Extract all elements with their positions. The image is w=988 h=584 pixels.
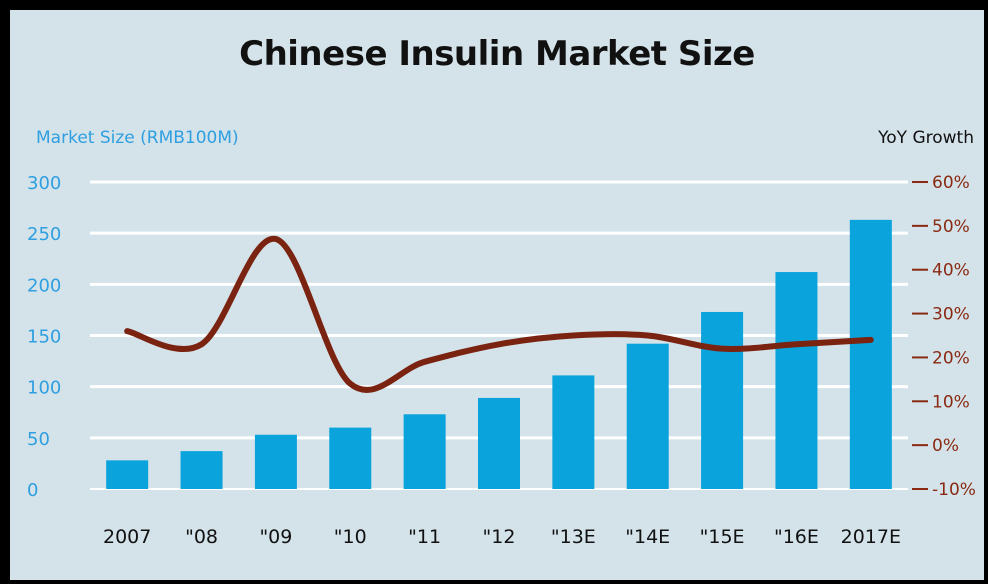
left-tick-label: 50: [27, 429, 50, 450]
left-tick-label: 300: [27, 173, 61, 194]
bar: [329, 427, 372, 489]
x-tick-label: "08: [185, 526, 218, 548]
growth-line: [124, 235, 874, 393]
chart-frame: Chinese Insulin Market Size Market Size …: [10, 10, 984, 580]
bar: [403, 414, 446, 489]
x-tick-label: "14E: [625, 526, 670, 548]
right-tick-label: 30%: [932, 305, 970, 325]
x-tick-label: 2007: [103, 526, 151, 548]
right-tick-label: -10%: [932, 480, 976, 500]
left-tick-label: 250: [27, 224, 61, 245]
right-tick-label: 40%: [932, 261, 970, 281]
right-axis-label: YoY Growth: [878, 128, 974, 148]
x-tick-label: 2017E: [841, 526, 901, 548]
bar: [849, 219, 892, 489]
left-tick-label: 100: [27, 378, 61, 399]
bar: [106, 460, 149, 489]
chart-plot: 0 50 100 150 200 250 300 -10% 0% 10% 20% 30% 40% 50% 6…: [27, 173, 976, 548]
bar: [552, 375, 595, 489]
x-tick-label: "10: [334, 526, 367, 548]
x-tick-label: "16E: [774, 526, 819, 548]
right-tick-label: 0%: [932, 436, 959, 456]
bar: [701, 311, 744, 489]
x-tick-label: "11: [408, 526, 441, 548]
bar: [478, 397, 520, 489]
x-tick-label: "09: [259, 526, 292, 548]
left-tick-label: 0: [27, 480, 38, 501]
x-tick-label: "13E: [551, 526, 596, 548]
bar: [254, 434, 297, 489]
left-tick-label: 200: [27, 275, 61, 296]
x-tick-label: "12: [483, 526, 516, 548]
right-tick-label: 60%: [932, 173, 970, 193]
left-axis-label: Market Size (RMB100M): [36, 128, 239, 148]
left-tick-label: 150: [27, 327, 61, 348]
chart-title: Chinese Insulin Market Size: [239, 34, 755, 74]
right-tick-label: 10%: [932, 392, 970, 412]
right-tick-label: 20%: [932, 348, 970, 368]
bar: [180, 451, 223, 489]
x-tick-label: "15E: [700, 526, 745, 548]
right-tick-label: 50%: [932, 217, 970, 237]
bar: [626, 343, 669, 489]
bar: [775, 272, 818, 489]
